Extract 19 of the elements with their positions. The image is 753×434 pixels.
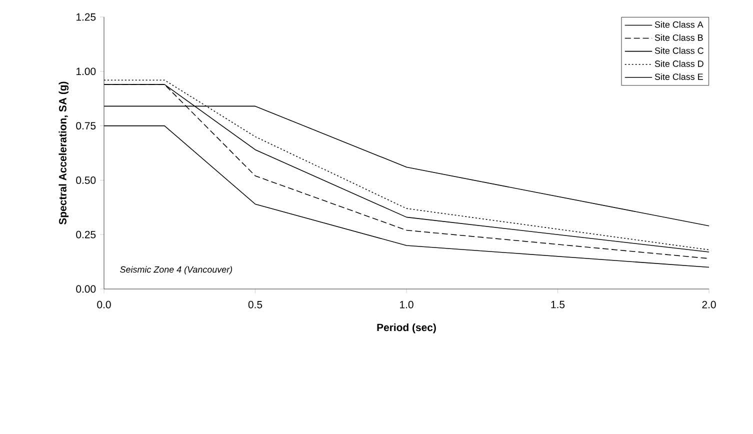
x-tick-label: 0.0 bbox=[97, 300, 111, 308]
y-tick-label: 1.25 bbox=[76, 13, 96, 21]
legend-label: Site Class A bbox=[654, 21, 704, 28]
y-tick-label: 0.50 bbox=[76, 176, 96, 184]
x-tick-label: 1.5 bbox=[551, 300, 565, 308]
x-tick-label: 0.5 bbox=[248, 300, 262, 308]
annotation: Seismic Zone 4 (Vancouver) bbox=[120, 266, 232, 274]
legend-label: Site Class E bbox=[654, 73, 703, 80]
legend-label: Site Class D bbox=[654, 60, 704, 67]
legend-label: Site Class C bbox=[654, 47, 704, 54]
y-axis-title: Spectral Acceleration, SA (g) bbox=[58, 82, 69, 224]
x-tick-label: 1.0 bbox=[400, 300, 414, 308]
y-tick-label: 0.75 bbox=[76, 122, 96, 130]
y-tick-label: 1.00 bbox=[76, 68, 96, 76]
x-tick-label: 2.0 bbox=[702, 300, 716, 308]
x-axis-title: Period (sec) bbox=[377, 323, 436, 334]
y-tick-label: 0.25 bbox=[76, 230, 96, 238]
legend-label: Site Class B bbox=[654, 34, 703, 41]
y-tick-label: 0.00 bbox=[76, 285, 96, 293]
